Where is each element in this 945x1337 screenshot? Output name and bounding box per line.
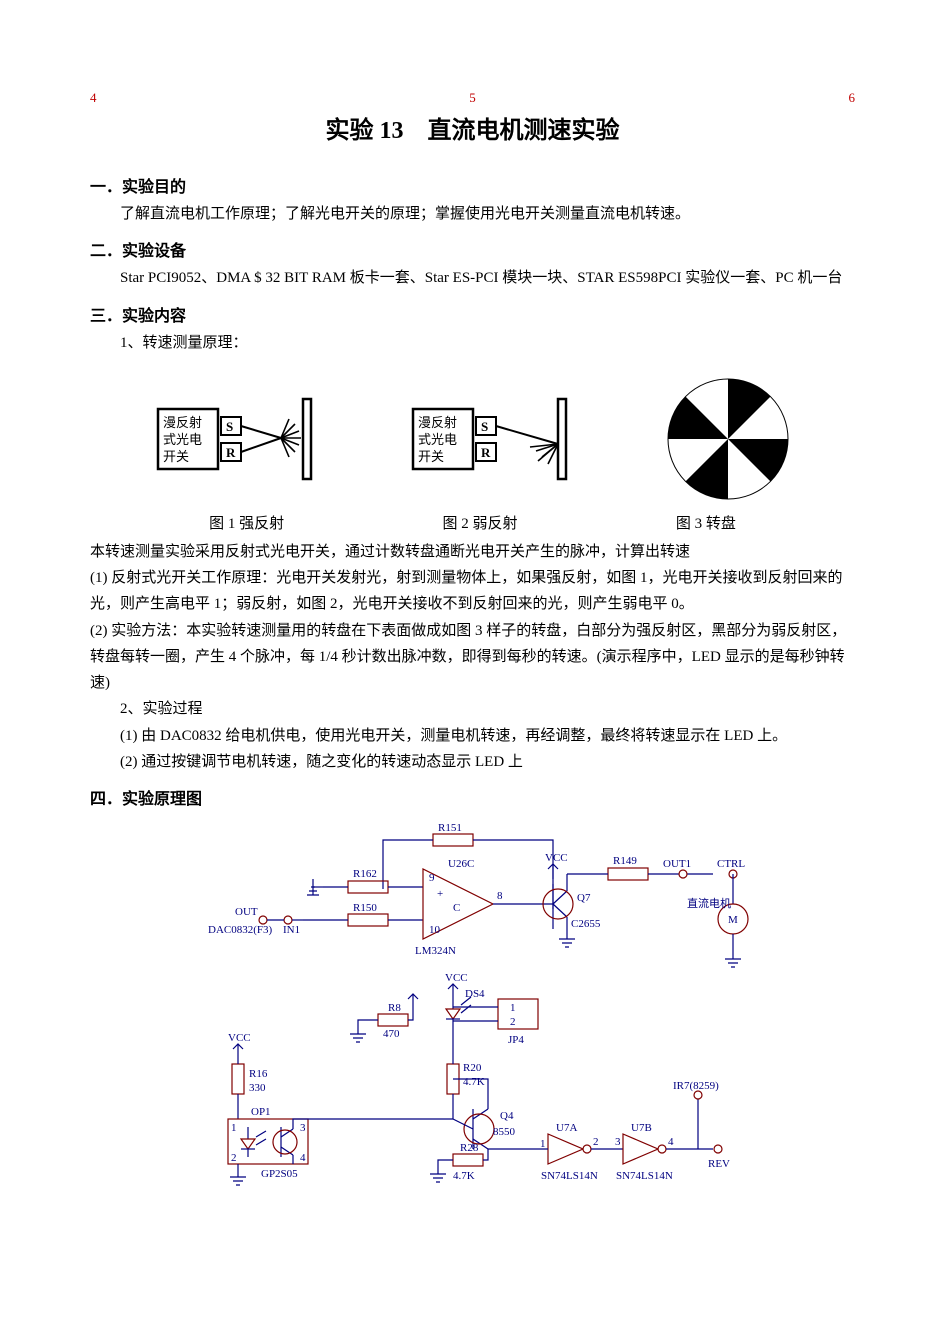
lbl-u7a: U7A (556, 1122, 577, 1134)
schematic-container: R151 R162 R150 U26C 9 10 + C 8 LM324N VC… (90, 819, 855, 1219)
lbl-330: 330 (249, 1082, 266, 1094)
figure2-caption: 图 2 弱反射 (442, 512, 517, 533)
fig2-s: S (481, 419, 488, 434)
fig1-line3: 开关 (163, 449, 189, 464)
section3-p3: (1) 反射式光开关工作原理：光电开关发射光，射到测量物体上，如果强反射，如图 … (90, 565, 855, 618)
lbl-vcc1: VCC (545, 852, 568, 864)
lbl-c2655: C2655 (571, 918, 601, 930)
lbl-ds4: DS4 (465, 988, 485, 1000)
lbl-out1: OUT1 (663, 858, 691, 870)
section1-body: 了解直流电机工作原理；了解光电开关的原理；掌握使用光电开关测量直流电机转速。 (90, 201, 855, 227)
schematic-svg: R151 R162 R150 U26C 9 10 + C 8 LM324N VC… (153, 819, 793, 1219)
lbl-u7b3: 3 (615, 1136, 621, 1148)
lbl-jp4n2: 2 (510, 1016, 516, 1028)
lbl-sn1: SN74LS14N (541, 1170, 598, 1182)
document-page: 4 5 6 实验 13 直流电机测速实验 一．实验目的 了解直流电机工作原理；了… (0, 0, 945, 1337)
fig2-line1: 漫反射 (418, 415, 457, 430)
section3-p7: (2) 通过按键调节电机转速，随之变化的转速动态显示 LED 上 (90, 749, 855, 775)
figure3-caption: 图 3 转盘 (676, 512, 736, 533)
lbl-ctrl: CTRL (717, 858, 745, 870)
figure2-svg: 漫反射 式光电 开关 S R (408, 389, 578, 489)
lbl-cmark: C (453, 902, 460, 914)
lbl-motor: 直流电机 (687, 896, 731, 910)
lbl-u7a2: 2 (593, 1136, 599, 1148)
lbl-u7a1: 1 (540, 1138, 546, 1150)
fig2-line3: 开关 (418, 449, 444, 464)
figure-captions: 图 1 强反射 图 2 弱反射 图 3 转盘 (90, 512, 855, 533)
lbl-r8: R8 (388, 1002, 401, 1014)
lbl-47k1: 4.7K (463, 1076, 485, 1088)
lbl-op1n4: 4 (300, 1152, 306, 1164)
lbl-op1n1: 1 (231, 1122, 237, 1134)
lbl-op1: OP1 (251, 1106, 271, 1118)
lbl-pin10: 10 (429, 924, 441, 936)
lbl-vcc3: VCC (445, 972, 468, 984)
section3-p5: 2、实验过程 (90, 696, 855, 722)
fig1-s: S (226, 419, 233, 434)
lbl-r28: R28 (460, 1142, 479, 1154)
lbl-lm324: LM324N (415, 945, 456, 957)
mark-center: 5 (469, 90, 476, 106)
lbl-m: M (728, 914, 738, 926)
lbl-pin9: 9 (429, 872, 435, 884)
lbl-u26c: U26C (448, 858, 474, 870)
lbl-47k2: 4.7K (453, 1170, 475, 1182)
lbl-470: 470 (383, 1028, 400, 1040)
figure1-svg: 漫反射 式光电 开关 S R (153, 389, 323, 489)
lbl-r16: R16 (249, 1068, 268, 1080)
lbl-in1: IN1 (283, 924, 300, 936)
header-marks: 4 5 6 (90, 90, 855, 106)
lbl-vcc2: VCC (228, 1032, 251, 1044)
document-title: 实验 13 直流电机测速实验 (90, 110, 855, 145)
lbl-u7b: U7B (631, 1122, 652, 1134)
fig2-line2: 式光电 (418, 432, 457, 447)
section3-heading: 三．实验内容 (90, 302, 855, 326)
section1-heading: 一．实验目的 (90, 173, 855, 197)
lbl-plus: + (437, 888, 443, 900)
lbl-ir7: IR7(8259) (673, 1080, 719, 1092)
lbl-dac: DAC0832(F3) (208, 924, 273, 936)
lbl-q4: Q4 (500, 1110, 514, 1122)
lbl-gp2s05: GP2S05 (261, 1168, 298, 1180)
section2-heading: 二．实验设备 (90, 237, 855, 261)
lbl-jp4: JP4 (508, 1034, 524, 1046)
mark-left: 4 (90, 90, 97, 106)
lbl-r149: R149 (613, 855, 637, 867)
figure1-caption: 图 1 强反射 (209, 512, 284, 533)
fig1-line1: 漫反射 (163, 415, 202, 430)
lbl-op1n3: 3 (300, 1122, 306, 1134)
lbl-jp4n1: 1 (510, 1002, 516, 1014)
lbl-r162: R162 (353, 868, 377, 880)
section3-p1: 1、转速测量原理： (90, 330, 855, 356)
mark-right: 6 (849, 90, 856, 106)
lbl-r20: R20 (463, 1062, 482, 1074)
figure3-svg (663, 374, 793, 504)
lbl-out: OUT (235, 906, 258, 918)
fig1-line2: 式光电 (163, 432, 202, 447)
lbl-pin8: 8 (497, 890, 503, 902)
lbl-u7b4: 4 (668, 1136, 674, 1148)
lbl-q7: Q7 (577, 892, 591, 904)
section3-p4: (2) 实验方法：本实验转速测量用的转盘在下表面做成如图 3 样子的转盘，白部分… (90, 618, 855, 697)
section2-body: Star PCI9052、DMA $ 32 BIT RAM 板卡一套、Star … (90, 265, 855, 291)
lbl-sn2: SN74LS14N (616, 1170, 673, 1182)
section4-heading: 四．实验原理图 (90, 785, 855, 809)
section3-p6: (1) 由 DAC0832 给电机供电，使用光电开关，测量电机转速，再经调整，最… (90, 723, 855, 749)
lbl-r151: R151 (438, 822, 462, 834)
lbl-rev: REV (708, 1158, 730, 1170)
lbl-r150: R150 (353, 902, 377, 914)
figure-row: 漫反射 式光电 开关 S R 漫反射 式光电 开关 S (90, 374, 855, 504)
lbl-8550: 8550 (493, 1126, 516, 1138)
fig2-r: R (481, 445, 491, 460)
lbl-op1n2: 2 (231, 1152, 237, 1164)
section3-p2: 本转速测量实验采用反射式光电开关，通过计数转盘通断光电开关产生的脉冲，计算出转速 (90, 539, 855, 565)
fig1-r: R (226, 445, 236, 460)
